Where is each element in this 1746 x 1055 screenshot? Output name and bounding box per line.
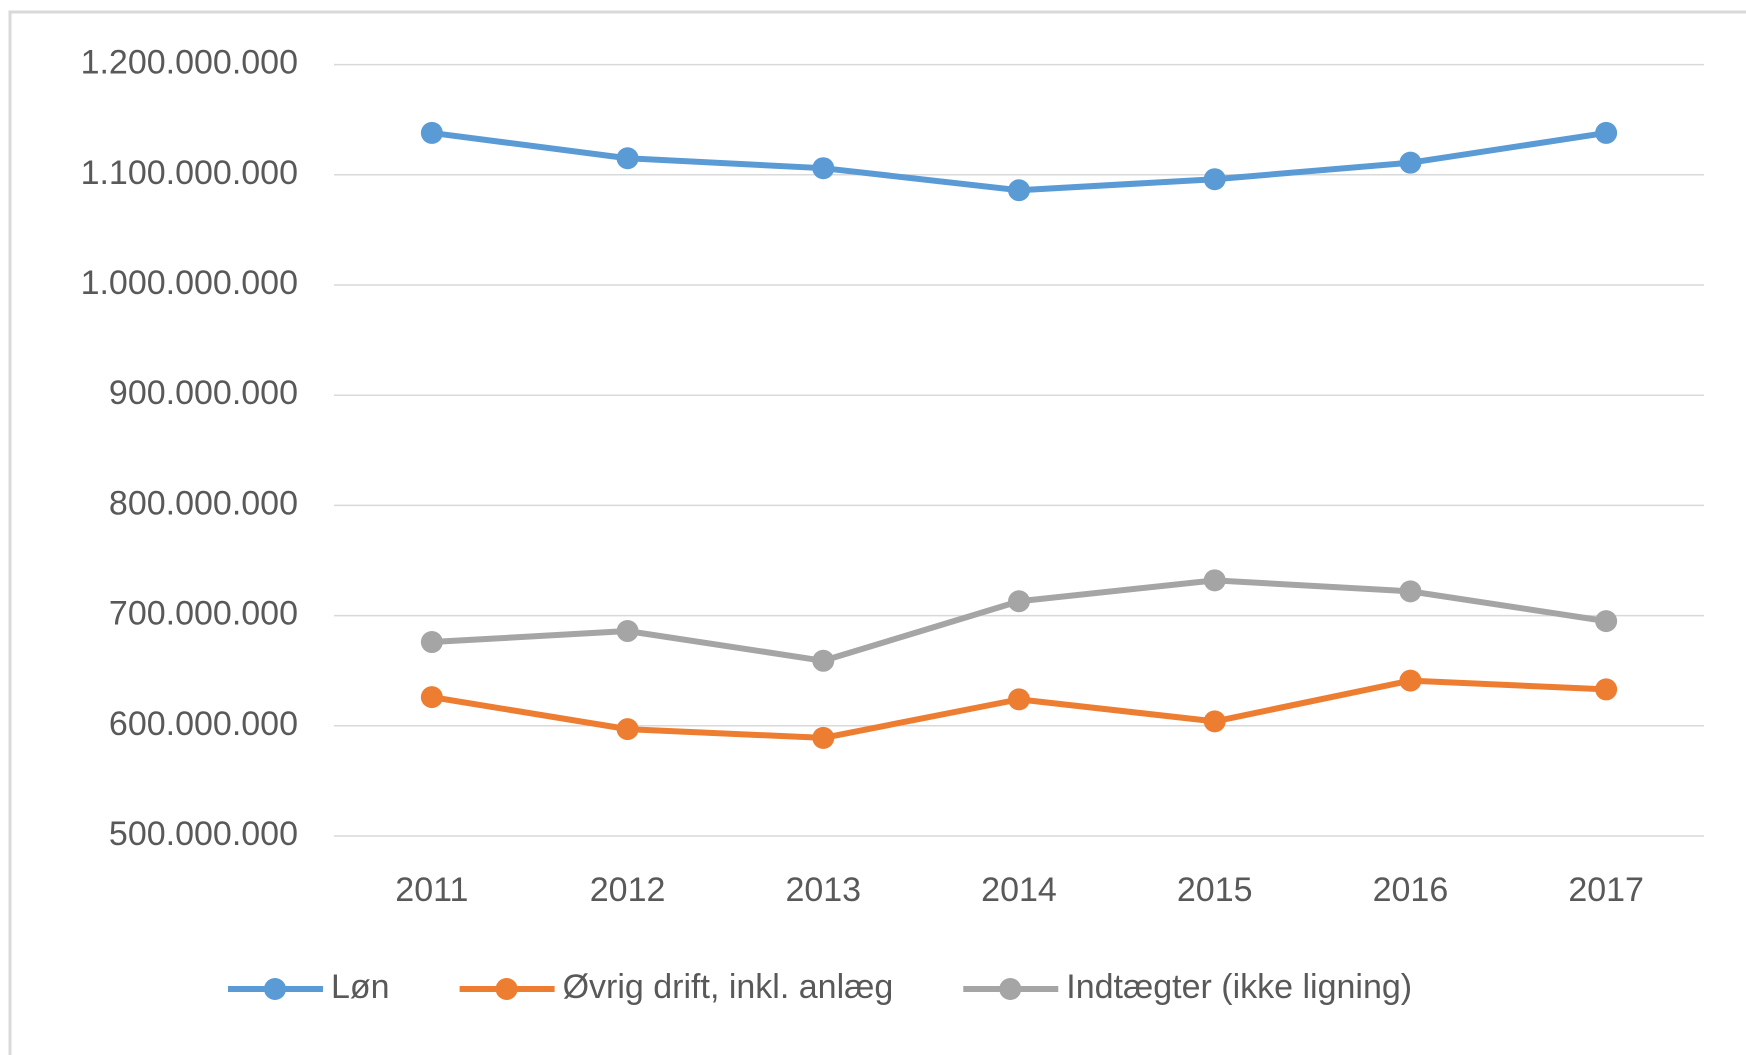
data-point xyxy=(616,620,639,643)
data-point xyxy=(1203,569,1226,592)
x-tick-label: 2012 xyxy=(590,871,666,909)
y-tick-label: 800.000.000 xyxy=(109,484,298,522)
data-point xyxy=(1595,678,1618,701)
y-tick-label: 600.000.000 xyxy=(109,705,298,743)
data-point xyxy=(812,157,835,180)
data-point xyxy=(1399,580,1422,603)
data-point xyxy=(1595,121,1618,144)
y-tick-label: 1.100.000.000 xyxy=(81,154,298,192)
legend-label: Øvrig drift, inkl. anlæg xyxy=(563,968,894,1006)
x-tick-label: 2016 xyxy=(1373,871,1449,909)
data-point xyxy=(1399,151,1422,174)
x-tick-label: 2011 xyxy=(395,871,468,909)
data-point xyxy=(812,649,835,672)
data-point xyxy=(1399,669,1422,692)
y-tick-label: 1.200.000.000 xyxy=(81,44,298,82)
x-tick-label: 2015 xyxy=(1177,871,1253,909)
data-point xyxy=(1595,610,1618,633)
data-point xyxy=(1203,168,1226,191)
chart-frame xyxy=(8,10,1746,1055)
legend-marker xyxy=(264,978,286,1000)
legend-marker xyxy=(495,978,518,1000)
legend-label: Indtægter (ikke ligning) xyxy=(1066,968,1412,1006)
data-point xyxy=(1008,179,1030,202)
y-tick-label: 900.000.000 xyxy=(109,374,298,412)
data-point xyxy=(1008,688,1030,711)
data-point xyxy=(1203,710,1226,733)
data-point xyxy=(420,686,443,709)
y-tick-label: 700.000.000 xyxy=(109,595,298,633)
data-point xyxy=(616,147,639,170)
x-tick-label: 2014 xyxy=(981,871,1057,909)
legend-label: Løn xyxy=(331,968,390,1006)
data-point xyxy=(420,121,443,144)
data-point xyxy=(812,726,835,749)
y-tick-label: 500.000.000 xyxy=(109,815,298,853)
data-point xyxy=(420,631,443,654)
data-point xyxy=(616,718,639,741)
y-tick-label: 1.000.000.000 xyxy=(81,264,298,302)
x-tick-label: 2017 xyxy=(1568,871,1644,909)
legend-marker xyxy=(999,978,1022,1000)
data-point xyxy=(1008,590,1030,613)
x-tick-label: 2013 xyxy=(785,871,861,909)
